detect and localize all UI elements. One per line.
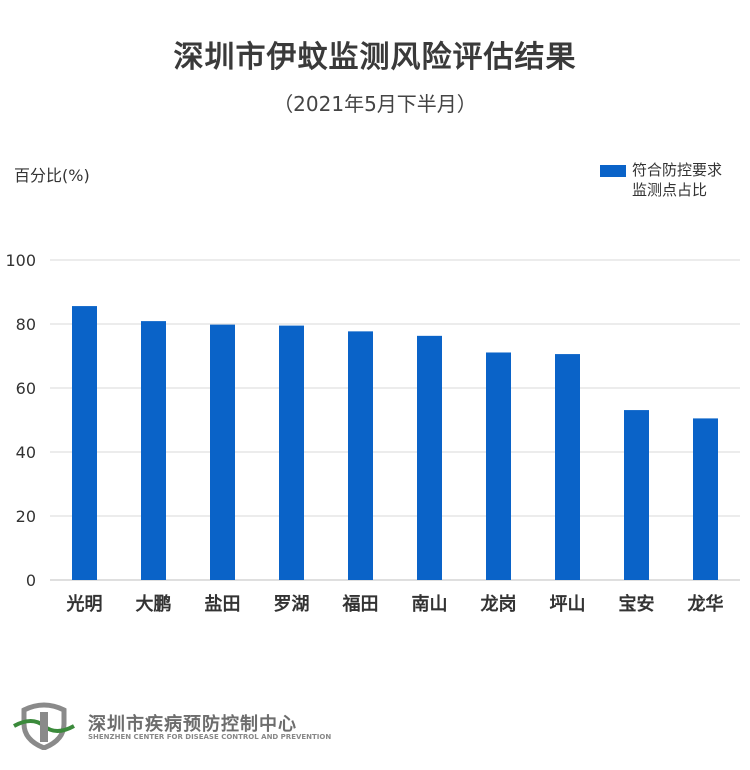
x-tick-label: 龙华 [688,593,724,615]
x-tick-labels: 光明 大鹏 盐田 罗湖 福田 南山 龙岗 坪山 宝安 龙华 [66,593,724,615]
y-tick-label: 80 [16,315,36,334]
chart-title: 深圳市伊蚊监测风险评估结果 [173,40,577,75]
bar [72,306,97,580]
legend-label-line-1: 符合防控要求 [632,161,723,179]
x-tick-label: 龙岗 [481,593,517,615]
bar [693,418,718,580]
footer-logo: 深圳市疾病预防控制中心 SHENZHEN CENTER FOR DISEASE … [12,700,412,751]
chart-subtitle: （2021年5月下半月） [273,92,477,116]
legend-swatch [600,165,626,177]
org-name: 深圳市疾病预防控制中心 [88,714,297,735]
legend-label: 符合防控要求 监测点占比 [632,160,722,200]
x-tick-label: 罗湖 [274,594,310,615]
bar-chart: 0 20 40 60 80 100 光明 大鹏 盐田 罗湖 福田 南山 龙岗 坪山 宝安 龙华 [5,251,740,615]
y-tick-label: 100 [5,251,36,270]
x-tick-label: 光明 [66,593,103,615]
bar [624,410,649,580]
x-tick-label: 福田 [342,593,379,615]
bar [486,352,511,580]
bars [72,306,718,580]
org-name-en: SHENZHEN CENTER FOR DISEASE CONTROL AND … [88,733,332,741]
y-tick-label: 40 [16,443,36,462]
y-tick-labels: 0 20 40 60 80 100 [5,251,36,590]
x-tick-label: 坪山 [550,594,586,615]
bar [417,335,442,580]
x-tick-label: 盐田 [205,593,241,615]
bar [279,325,304,580]
y-axis-label: 百分比(%) [14,166,90,185]
x-tick-label: 南山 [412,593,448,615]
y-tick-label: 20 [16,507,36,526]
cdc-logo-icon [13,702,75,751]
bar [555,354,580,580]
bar [210,324,235,580]
legend-label-line-2: 监测点占比 [632,181,708,199]
x-tick-label: 大鹏 [136,593,172,615]
y-tick-label: 60 [16,379,36,398]
bar [141,321,166,580]
y-tick-label: 0 [26,571,36,590]
x-tick-label: 宝安 [619,593,655,615]
bar [348,331,373,580]
